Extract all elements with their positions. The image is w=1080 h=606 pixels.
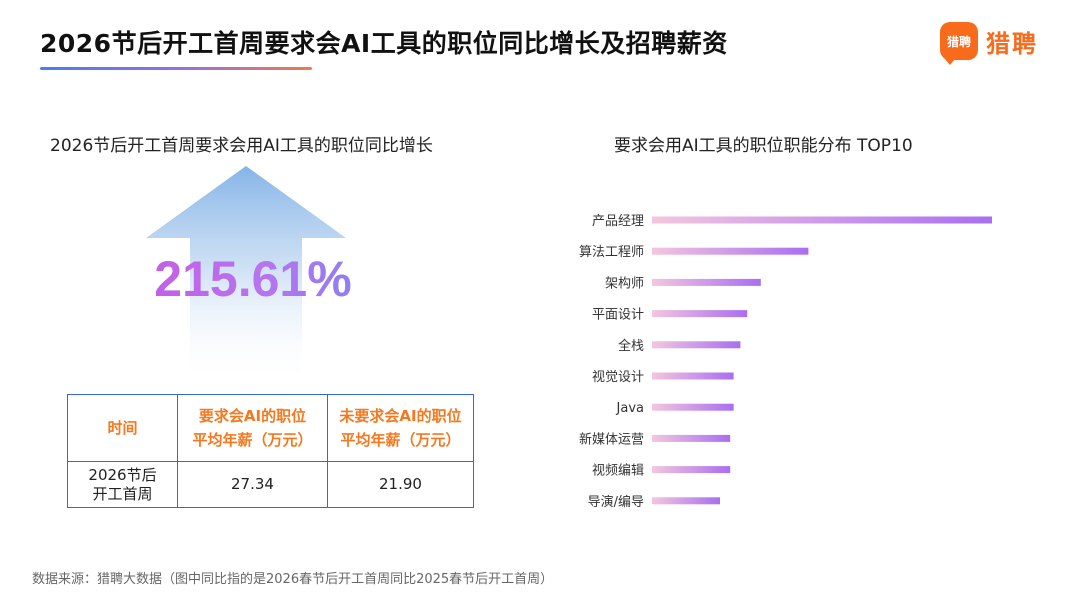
bar-label: 新媒体运营 xyxy=(579,431,644,447)
period-line-1: 2026节后 xyxy=(88,465,157,484)
bar-label: 导演/编导 xyxy=(588,494,644,510)
table-row: 2026节后 开工首周 27.34 21.90 xyxy=(67,461,474,508)
table-header-row: 时间 要求会AI的职位 平均年薪（万元） 未要求会AI的职位 平均年薪（万元） xyxy=(67,394,474,462)
header-ai-salary: 要求会AI的职位 平均年薪（万元） xyxy=(177,394,328,462)
bar xyxy=(652,403,734,411)
bar xyxy=(652,497,720,505)
bar xyxy=(652,278,761,286)
data-source-footnote: 数据来源：猎聘大数据（图中同比指的是2026春节后开工首周同比2025春节后开工… xyxy=(32,572,554,587)
header-non-ai-salary: 未要求会AI的职位 平均年薪（万元） xyxy=(327,394,474,462)
header-non-ai-line-2: 平均年薪（万元） xyxy=(340,431,461,449)
bar xyxy=(652,372,734,380)
brand-logo: 猎聘 猎聘 xyxy=(940,22,1038,65)
bar-label: 产品经理 xyxy=(592,214,644,229)
bar-label: 算法工程师 xyxy=(579,245,644,260)
bar-label: 架构师 xyxy=(605,276,644,291)
header-period: 时间 xyxy=(67,394,178,462)
page-title: 2026节后开工首周要求会AI工具的职位同比增长及招聘薪资 xyxy=(40,29,728,58)
bar-label: Java xyxy=(616,401,644,416)
title-underline xyxy=(40,67,312,70)
bar-label: 视频编辑 xyxy=(592,464,644,479)
header-ai-line-1: 要求会AI的职位 xyxy=(198,407,307,425)
bar xyxy=(652,247,809,255)
salary-table: 时间 要求会AI的职位 平均年薪（万元） 未要求会AI的职位 平均年薪（万元） … xyxy=(67,394,474,508)
growth-subtitle: 2026节后开工首周要求会用AI工具的职位同比增长 xyxy=(50,136,433,156)
bar xyxy=(652,434,731,442)
bar-label: 视觉设计 xyxy=(592,370,644,385)
logo-text: 猎聘 xyxy=(986,29,1038,58)
period-line-2: 开工首周 xyxy=(92,484,153,503)
up-arrow-icon xyxy=(146,166,346,386)
cell-non-ai-salary: 21.90 xyxy=(327,461,474,508)
chart-subtitle: 要求会用AI工具的职位职能分布 TOP10 xyxy=(614,136,913,156)
header-period-label: 时间 xyxy=(107,419,138,437)
bar xyxy=(652,466,731,474)
cell-ai-salary: 27.34 xyxy=(177,461,328,508)
bar xyxy=(652,341,741,349)
bar-label: 全栈 xyxy=(618,338,644,354)
cell-period: 2026节后 开工首周 xyxy=(67,461,178,508)
bar xyxy=(652,310,748,318)
logo-badge-icon: 猎聘 xyxy=(940,22,978,65)
header-non-ai-line-1: 未要求会AI的职位 xyxy=(339,407,462,425)
bar xyxy=(652,216,992,224)
growth-value: 215.61% xyxy=(148,250,358,308)
header-ai-line-2: 平均年薪（万元） xyxy=(192,431,313,449)
bar-label: 平面设计 xyxy=(592,308,644,323)
